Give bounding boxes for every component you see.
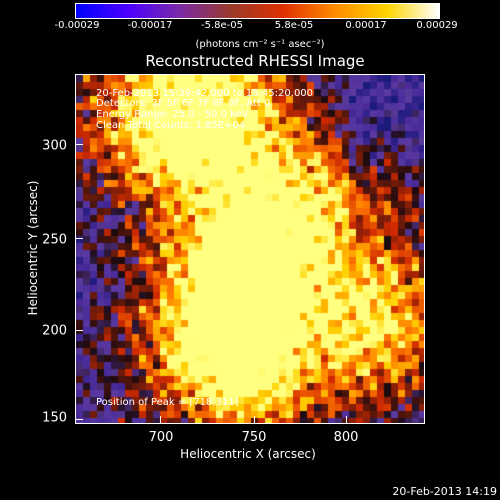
colorbar-tick-label: 5.8e-05: [274, 20, 314, 31]
colorbar-tick-label: -0.00017: [127, 20, 173, 31]
y-tick-label: 250: [42, 232, 67, 248]
x-tickmark: [160, 416, 161, 424]
image-title: Reconstructed RHESSI Image: [145, 52, 365, 70]
y-axis-label: Heliocentric Y (arcsec): [26, 180, 40, 316]
info-counts: Clean Total Counts: 1.85E+04: [96, 120, 246, 131]
render-timestamp: 20-Feb-2013 14:19: [392, 485, 497, 498]
x-tickmark: [254, 416, 255, 424]
info-detectors: Detectors: 3F 5F 6F 7F 8F 9F, Att 0: [96, 98, 271, 109]
y-tickmark: [75, 238, 83, 239]
y-tick-label: 300: [42, 138, 67, 154]
info-energy-range: Energy Range: 25.0 - 50.0 keV: [96, 109, 249, 120]
image-plot-area[interactable]: 20-Feb-2013 15:39:42.000 to 15:45:20.000…: [75, 74, 425, 424]
colorbar-unit-label: (photons cm⁻² s⁻¹ asec⁻²): [195, 39, 325, 50]
colorbar-tick-label: -5.8e-05: [201, 20, 243, 31]
x-tick-label: 800: [333, 430, 359, 445]
peak-position-label: Position of Peak = [718,311]: [96, 397, 239, 408]
y-tickmark: [75, 330, 83, 331]
info-time-range: 20-Feb-2013 15:39:42.000 to 15:45:20.000: [96, 88, 314, 99]
x-tick-label: 750: [241, 430, 267, 445]
colorbar-tick-label: 0.00029: [416, 20, 458, 31]
y-tick-label: 200: [42, 323, 67, 339]
x-tick-label: 700: [148, 430, 174, 445]
colorbar-tick-label: -0.00029: [54, 20, 100, 31]
y-tickmark: [75, 144, 83, 145]
colorbar: [75, 3, 440, 19]
x-axis-label: Heliocentric X (arcsec): [180, 447, 316, 461]
x-tickmark: [346, 416, 347, 424]
y-tick-label: 150: [42, 410, 67, 426]
y-tickmark: [75, 419, 83, 420]
colorbar-tick-label: 0.00017: [345, 20, 387, 31]
rhessi-image-map: [76, 75, 424, 423]
